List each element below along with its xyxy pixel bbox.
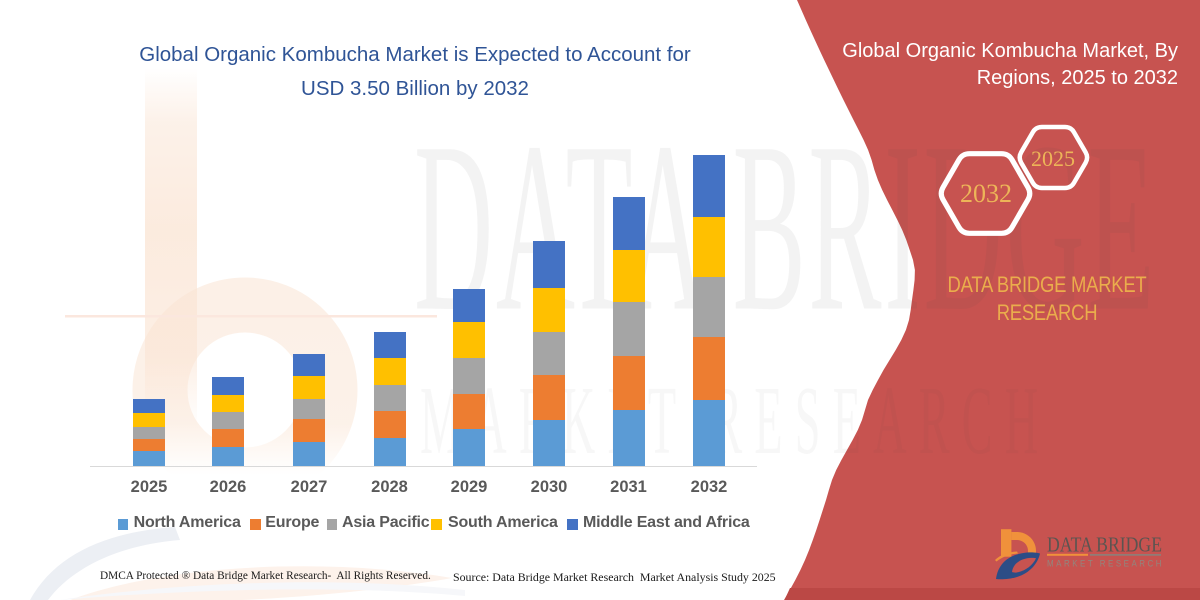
svg-text:MARKET RESEARCH: MARKET RESEARCH <box>1047 558 1164 569</box>
svg-text:DATA BRIDGE: DATA BRIDGE <box>1047 533 1162 557</box>
